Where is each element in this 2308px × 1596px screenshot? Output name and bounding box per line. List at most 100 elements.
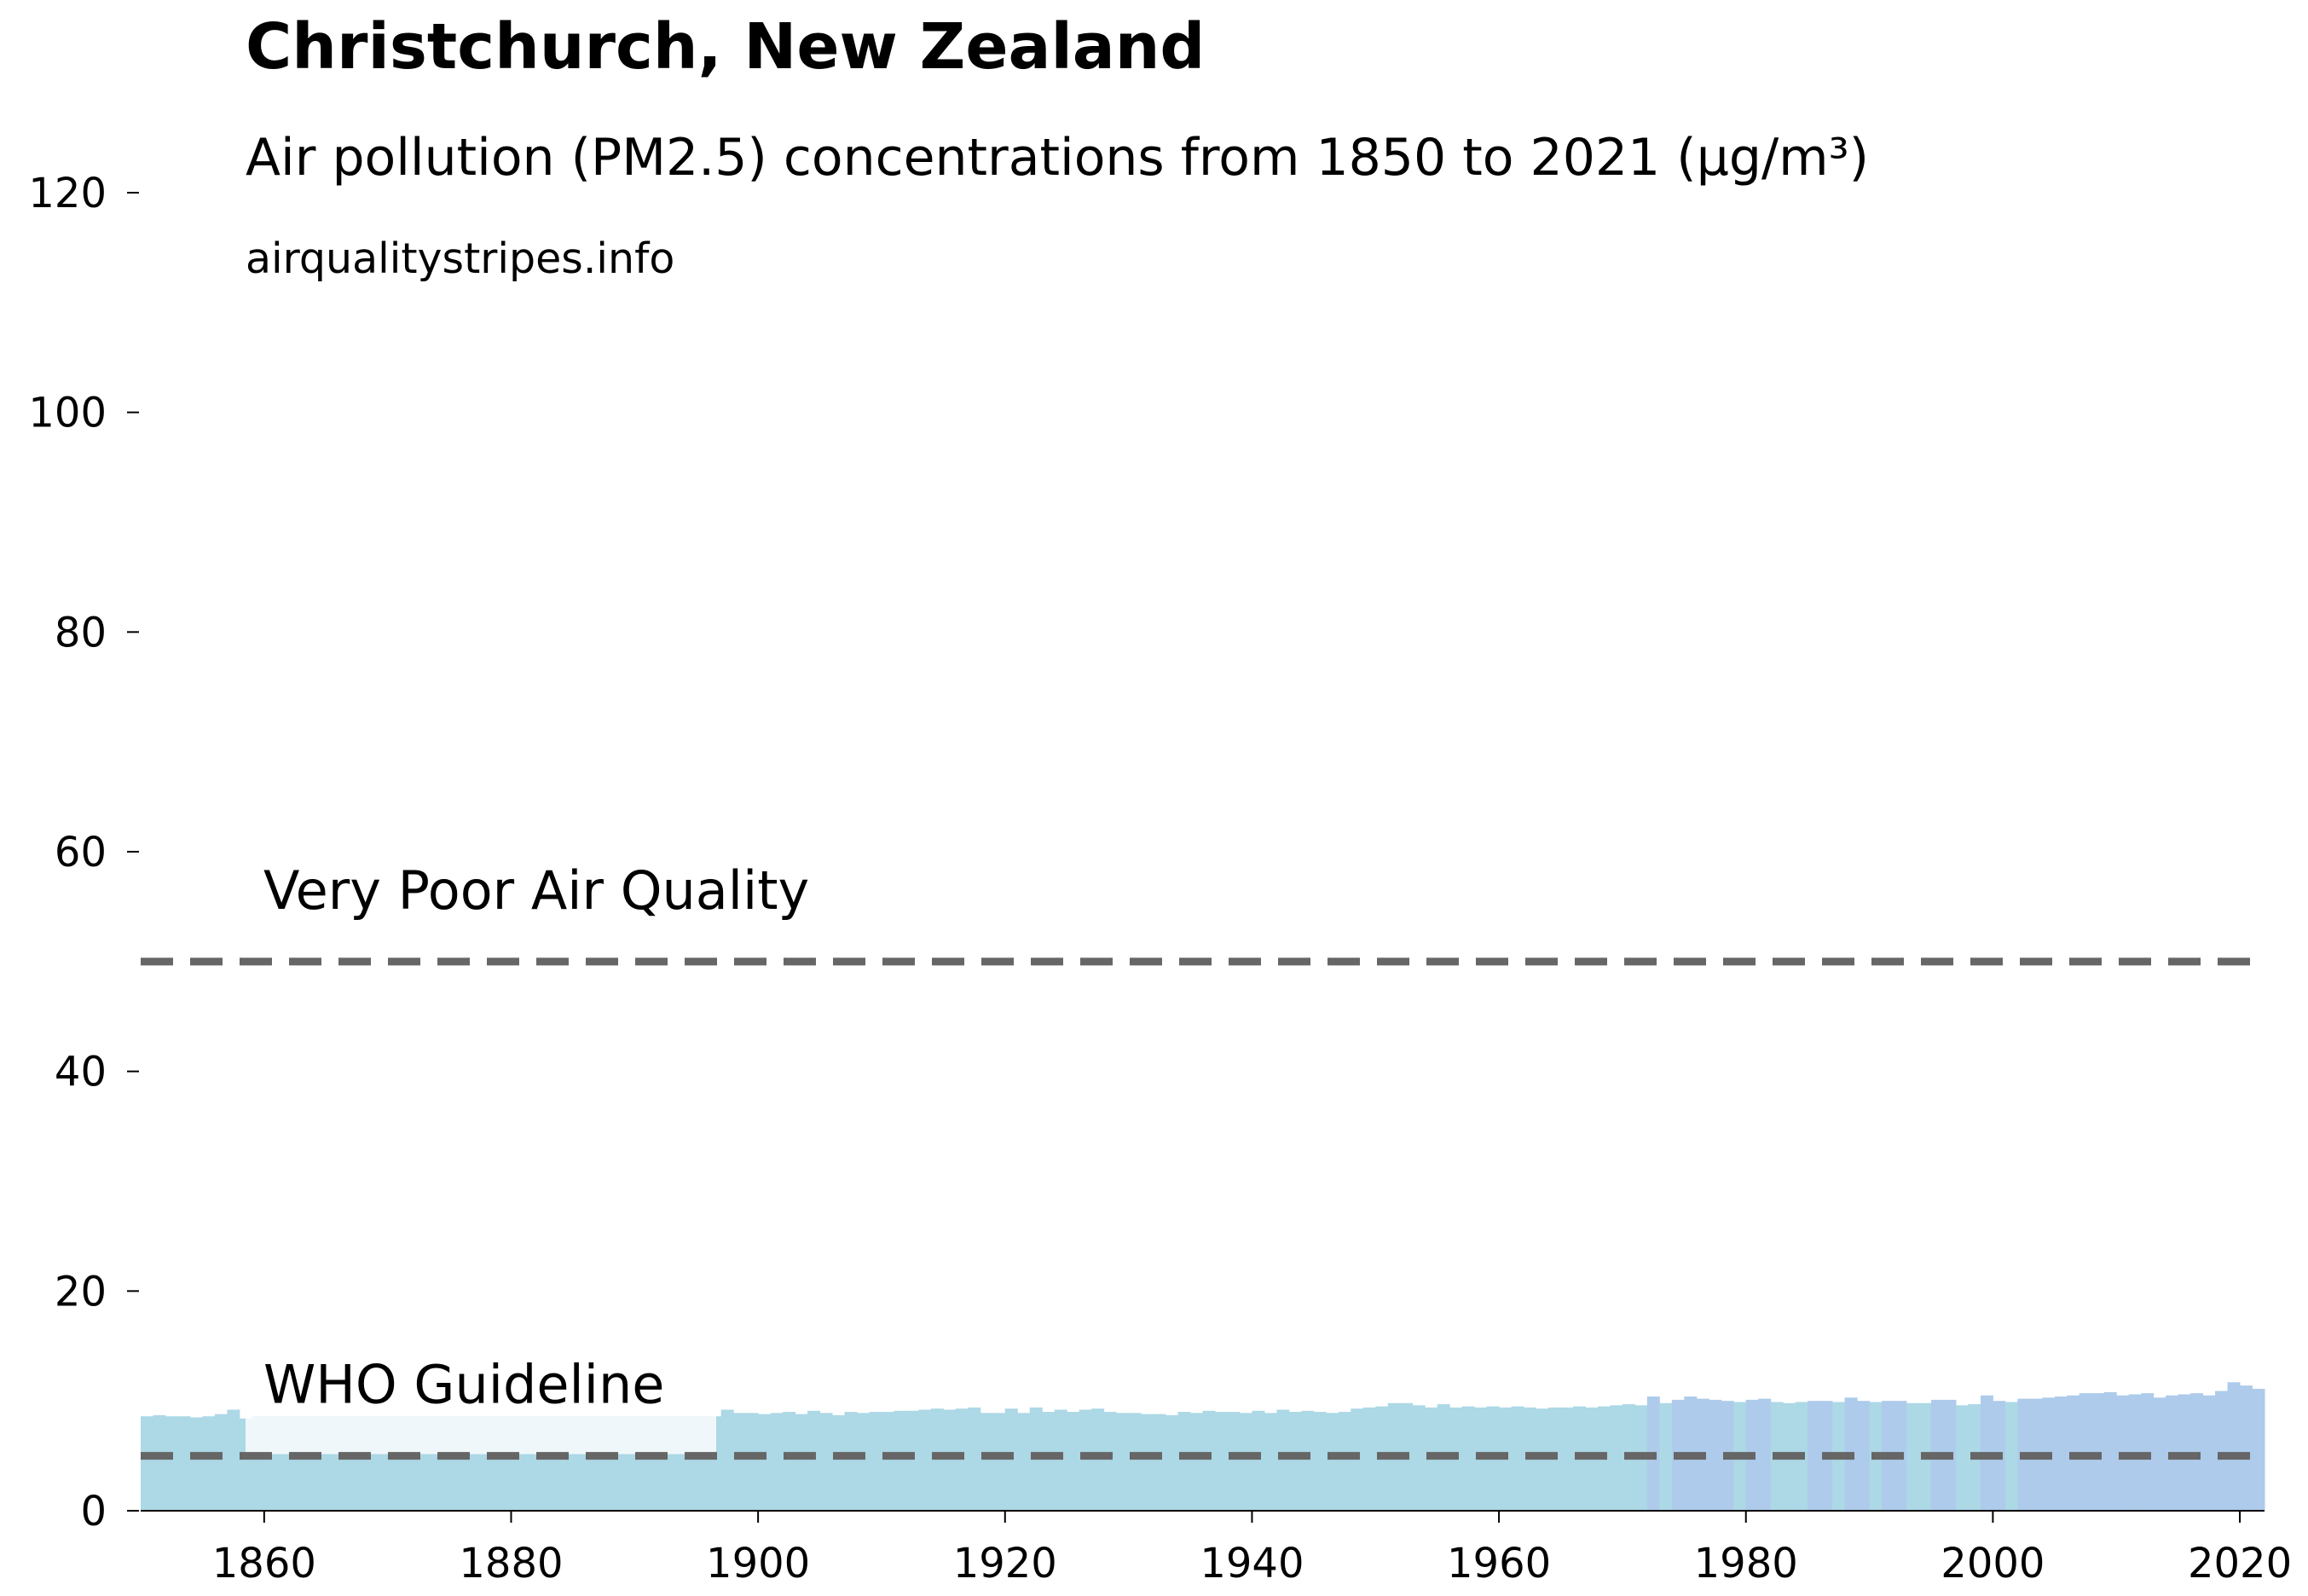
y-tick-label: 100 <box>28 390 107 437</box>
bar <box>2202 1395 2216 1511</box>
bar <box>1091 1408 1105 1511</box>
bar <box>2215 1391 2229 1511</box>
bar <box>955 1408 969 1511</box>
bar <box>165 1416 178 1511</box>
x-tick-label: 1960 <box>1447 1540 1551 1587</box>
bar <box>992 1413 1006 1511</box>
chart-subtitle: Air pollution (PM2.5) concentrations fro… <box>246 128 1869 188</box>
x-tick-label: 1980 <box>1694 1540 1798 1587</box>
bar <box>1227 1412 1241 1511</box>
bar <box>1276 1409 1290 1511</box>
bar <box>2227 1382 2241 1511</box>
bar <box>1067 1412 1080 1511</box>
bar <box>202 1416 216 1511</box>
bar <box>2190 1393 2204 1511</box>
bar <box>1808 1401 1821 1511</box>
bar <box>2004 1402 2018 1511</box>
bar <box>1560 1407 1574 1511</box>
bar <box>795 1414 808 1511</box>
x-tick-label: 1900 <box>706 1540 810 1587</box>
bar <box>1461 1406 1475 1511</box>
bar <box>1288 1412 1302 1511</box>
bar <box>1252 1410 1265 1511</box>
bar <box>1709 1399 1722 1511</box>
bar <box>1054 1409 1067 1511</box>
y-tick-label: 0 <box>80 1488 107 1535</box>
bar <box>1264 1413 1277 1511</box>
bar <box>832 1414 846 1511</box>
bar <box>1214 1412 1228 1511</box>
bar <box>869 1412 882 1511</box>
bar <box>1326 1413 1339 1511</box>
bar <box>1103 1412 1117 1511</box>
bar <box>770 1413 784 1511</box>
bar <box>177 1416 191 1511</box>
bar <box>968 1407 981 1511</box>
x-tick-label: 1920 <box>953 1540 1057 1587</box>
bar <box>856 1413 870 1511</box>
y-tick-label: 20 <box>55 1268 107 1316</box>
bar <box>1362 1407 1376 1511</box>
bar <box>881 1412 894 1511</box>
bar <box>1141 1414 1154 1511</box>
label-background <box>246 1380 716 1454</box>
bar <box>1190 1413 1203 1511</box>
bar <box>807 1410 821 1511</box>
bar <box>1610 1405 1623 1511</box>
bar <box>1301 1410 1315 1511</box>
x-tick-label: 1860 <box>212 1540 316 1587</box>
x-tick-label: 2020 <box>2188 1540 2292 1587</box>
bar <box>153 1414 166 1511</box>
bar <box>783 1412 796 1511</box>
bar <box>1042 1412 1056 1511</box>
bar <box>189 1417 203 1511</box>
bar <box>2091 1393 2105 1511</box>
bar <box>1128 1413 1142 1511</box>
bar <box>1338 1412 1351 1511</box>
bar <box>1906 1402 1919 1511</box>
bar <box>745 1413 759 1511</box>
bar <box>930 1408 944 1511</box>
bar <box>2252 1388 2265 1511</box>
bar <box>905 1410 919 1511</box>
y-tick-label: 60 <box>55 829 107 876</box>
bar <box>1177 1412 1191 1511</box>
bar <box>1857 1401 1871 1511</box>
bar <box>844 1412 858 1511</box>
bar <box>2141 1393 2155 1511</box>
bar <box>2079 1393 2092 1511</box>
bar <box>227 1409 240 1511</box>
bar <box>2240 1385 2253 1511</box>
bar <box>758 1414 772 1511</box>
bar <box>1313 1412 1327 1511</box>
bar <box>894 1410 907 1511</box>
bar <box>2153 1397 2166 1511</box>
chart-title: Christchurch, New Zealand <box>246 10 1205 84</box>
y-tick-label: 40 <box>55 1049 107 1096</box>
bar <box>720 1409 734 1511</box>
y-tick-label: 80 <box>55 609 107 656</box>
bar <box>2103 1391 2117 1511</box>
bar <box>918 1409 932 1511</box>
reference-label: WHO Guideline <box>263 1354 664 1416</box>
bar <box>1511 1406 1524 1511</box>
bar <box>1116 1413 1130 1511</box>
bar <box>1004 1408 1018 1511</box>
bar <box>980 1413 993 1511</box>
bar <box>1659 1402 1673 1511</box>
bar <box>2054 1396 2068 1511</box>
bar <box>1202 1410 1216 1511</box>
bar <box>819 1413 833 1511</box>
bar <box>1758 1398 1772 1511</box>
bar <box>141 1416 153 1511</box>
chart-source: airqualitystripes.info <box>246 234 674 283</box>
bar <box>943 1409 957 1511</box>
bar <box>1412 1405 1426 1511</box>
x-tick-label: 1940 <box>1200 1540 1304 1587</box>
x-tick-label: 2000 <box>1941 1540 2045 1587</box>
bar <box>733 1413 747 1511</box>
bar <box>1955 1405 1969 1511</box>
y-tick-label: 120 <box>28 170 107 217</box>
bar <box>1153 1414 1166 1511</box>
